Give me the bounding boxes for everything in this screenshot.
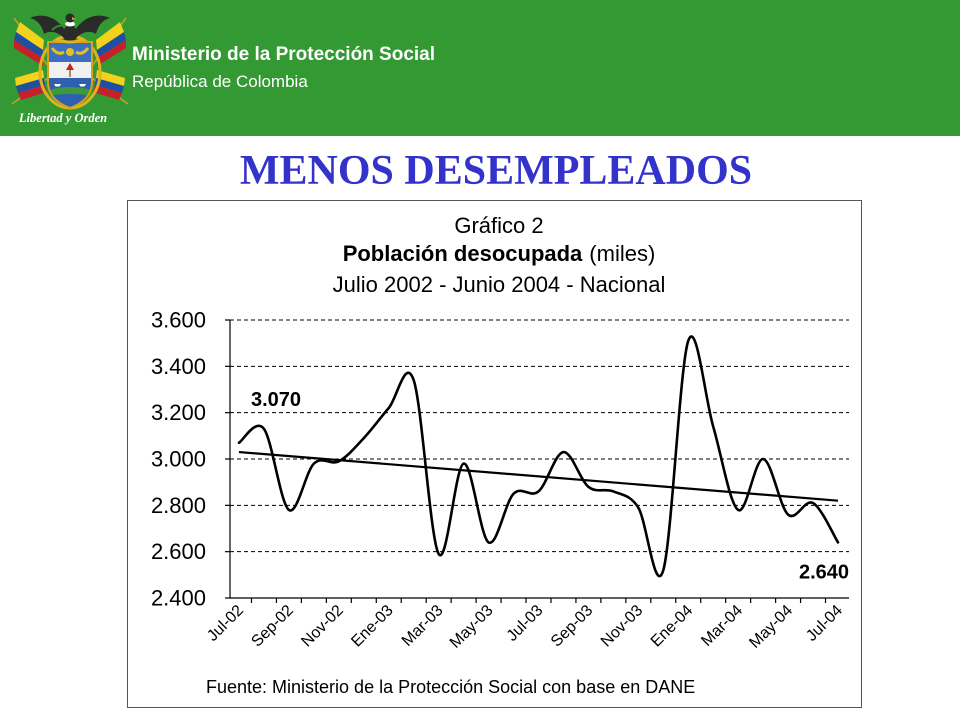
x-tick-label: May-03 [447,602,497,652]
data-point [386,405,392,411]
condor-icon [30,13,110,44]
chart-subtitle-bold: Población desocupada [343,241,583,266]
x-tick-label: Nov-02 [298,602,347,651]
x-tick-label: Mar-03 [399,602,447,650]
y-tick-label: 2.600 [151,539,206,564]
slide-title: MENOS DESEMPLEADOS [239,148,753,194]
chart-title: Gráfico 2 [454,213,543,238]
chart-period: Julio 2002 - Junio 2004 - Nacional [333,272,666,297]
x-tick-label: Jul-03 [504,602,547,645]
data-point [685,338,691,344]
x-tick-label: May-04 [746,602,796,652]
x-tick-label: Jul-04 [803,602,846,645]
country-name: República de Colombia [132,72,308,91]
flags-right-icon [93,22,126,100]
data-point [361,435,367,441]
data-point [735,507,741,513]
data-point [411,377,417,383]
data-point [610,488,616,494]
data-point [810,500,816,506]
data-point [436,551,442,557]
y-tick-label: 3.600 [151,308,206,333]
y-tick-label: 3.200 [151,400,206,425]
data-point [461,461,467,467]
x-tick-label: Jul-02 [204,602,247,645]
data-point [710,424,716,430]
data-point [560,449,566,455]
data-point [785,512,791,518]
shield-icon [48,42,92,108]
data-point [835,539,841,545]
plot-area: 3.6003.4003.2003.0002.8002.6002.400Jul-0… [151,308,849,652]
y-tick-label: 2.800 [151,493,206,518]
data-point [336,458,342,464]
series-line [237,335,840,578]
y-tick-label: 3.000 [151,447,206,472]
x-tick-label: Ene-04 [648,602,697,651]
ministry-name: Ministerio de la Protección Social [132,44,436,65]
line-chart: Gráfico 2 Población desocupada (miles) Ju… [151,213,849,697]
data-point [635,505,641,511]
chart-subtitle-unit: (miles) [589,241,655,266]
x-tick-label: Nov-03 [598,602,647,651]
x-tick-label: Sep-03 [548,602,597,651]
data-point [236,440,242,446]
chart-source: Fuente: Ministerio de la Protección Soci… [206,677,695,697]
chart-subtitle: Población desocupada (miles) [343,241,656,266]
data-point [486,539,492,545]
data-point [660,567,666,573]
data-label: 3.070 [251,389,301,411]
flags-left-icon [14,22,47,100]
logo-motto: Libertad y Orden [18,111,107,125]
header-banner: Libertad y Orden Ministerio de la Protec… [0,0,960,136]
data-point [311,461,317,467]
data-point [286,507,292,513]
x-tick-label: Mar-04 [698,602,746,650]
coat-of-arms-logo: Libertad y Orden [8,4,132,132]
y-tick-label: 3.400 [151,354,206,379]
data-point [585,484,591,490]
x-tick-label: Sep-02 [248,602,297,651]
data-point [261,426,267,432]
y-tick-label: 2.400 [151,586,206,611]
chart-container: Gráfico 2 Población desocupada (miles) Ju… [127,200,862,708]
data-point [511,491,517,497]
data-point [536,488,542,494]
data-point [760,456,766,462]
coat-of-arms-icon: Libertad y Orden [11,13,129,125]
data-label: 2.640 [799,561,849,583]
x-tick-label: Ene-03 [348,602,397,651]
shield-border [47,41,93,110]
